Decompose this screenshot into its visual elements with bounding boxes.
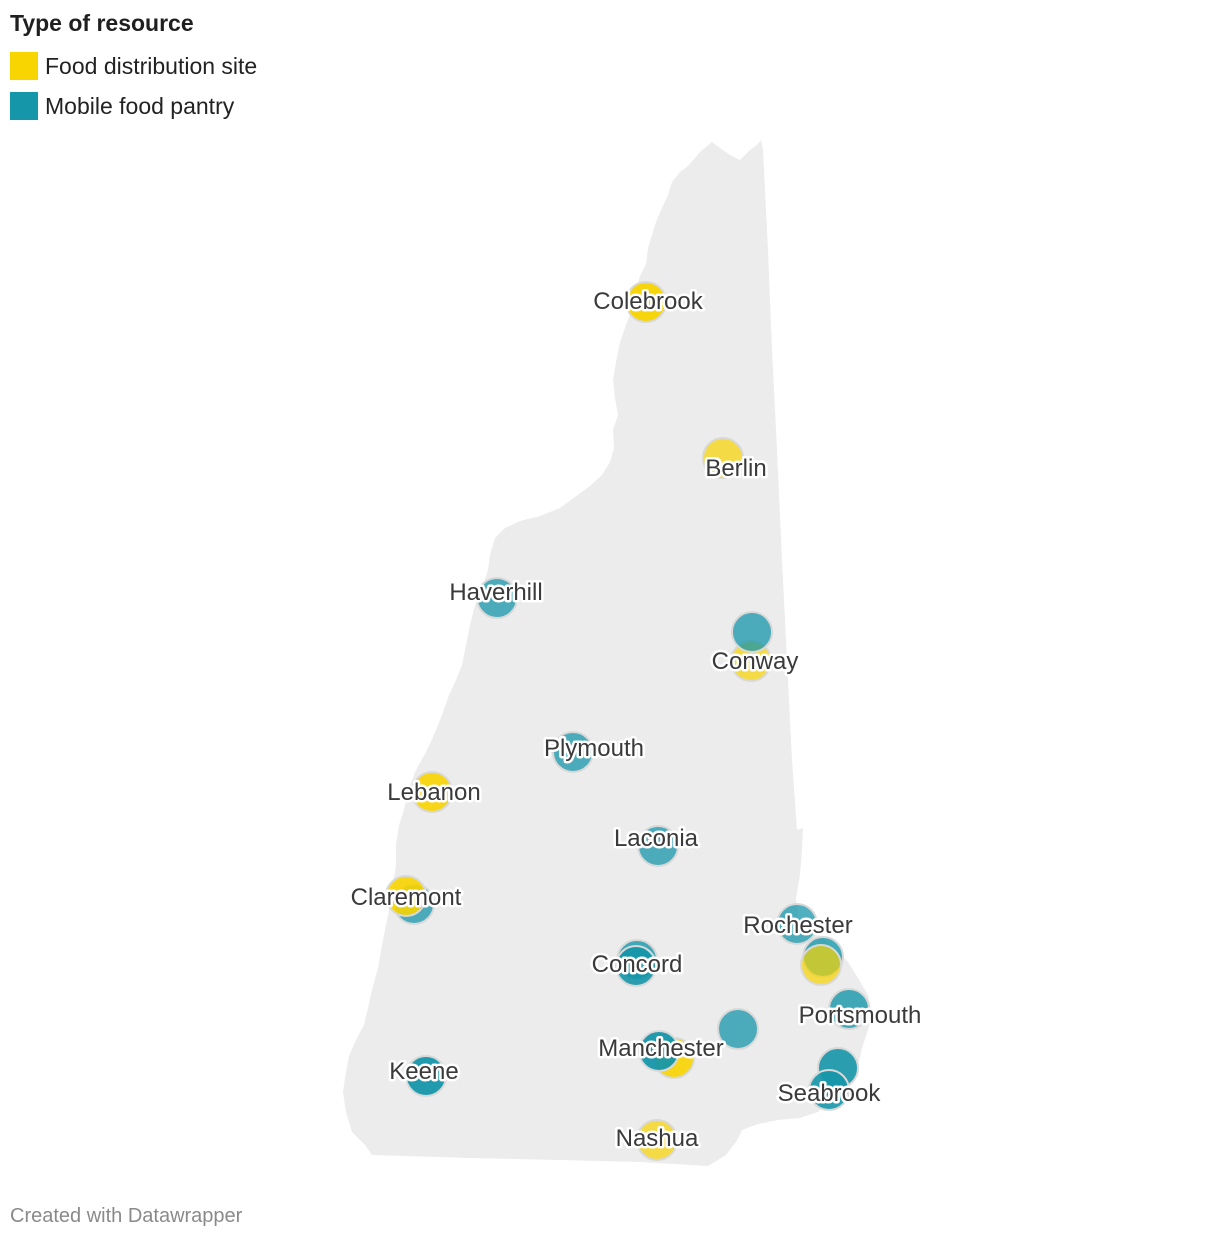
city-label-nashua: Nashua — [616, 1125, 699, 1152]
legend-title: Type of resource — [10, 10, 194, 36]
legend-item-mobile-pantry: Mobile food pantry — [10, 86, 257, 126]
marker-food-distribution[interactable] — [800, 944, 842, 986]
legend-label-food-distribution: Food distribution site — [45, 52, 258, 79]
city-label-plymouth: Plymouth — [544, 735, 644, 762]
marker-mobile-pantry[interactable] — [776, 903, 818, 945]
marker-mobile-pantry[interactable] — [808, 1069, 850, 1111]
city-label-colebrook: Colebrook — [593, 288, 703, 315]
label-layer: Colebrook Berlin Haverhill Conway Plymou… — [348, 286, 924, 1155]
legend-item-food-distribution: Food distribution site — [10, 46, 257, 86]
city-label-seabrook: Seabrook — [778, 1080, 882, 1107]
marker-food-distribution[interactable] — [702, 437, 744, 479]
city-label-berlin: Berlin — [705, 455, 766, 482]
marker-food-distribution[interactable] — [385, 875, 427, 917]
marker-mobile-pantry[interactable] — [731, 611, 773, 653]
marker-food-distribution[interactable] — [636, 1119, 678, 1161]
city-label-manchester: Manchester — [598, 1035, 723, 1062]
city-label-portsmouth: Portsmouth — [799, 1002, 922, 1029]
marker-layer — [385, 281, 870, 1161]
legend-swatch-mobile-pantry — [10, 92, 38, 120]
marker-mobile-pantry[interactable] — [476, 577, 518, 619]
city-label-conway: Conway — [712, 648, 799, 675]
marker-mobile-pantry[interactable] — [615, 945, 657, 987]
city-label-rochester: Rochester — [743, 912, 852, 939]
marker-mobile-pantry[interactable] — [828, 988, 870, 1030]
city-label-laconia: Laconia — [614, 825, 699, 852]
city-label-claremont: Claremont — [351, 884, 462, 911]
city-label-lebanon: Lebanon — [387, 779, 480, 806]
footer-credit: Created with Datawrapper — [10, 1205, 243, 1227]
marker-mobile-pantry[interactable] — [637, 825, 679, 867]
marker-food-distribution[interactable] — [625, 281, 667, 323]
marker-mobile-pantry[interactable] — [638, 1030, 680, 1072]
map-legend: Type of resource Food distribution site … — [10, 8, 257, 126]
marker-mobile-pantry[interactable] — [717, 1008, 759, 1050]
marker-mobile-pantry[interactable] — [405, 1055, 447, 1097]
city-label-concord: Concord — [592, 951, 683, 978]
state-outline — [343, 140, 872, 1166]
marker-mobile-pantry[interactable] — [552, 731, 594, 773]
city-label-keene: Keene — [389, 1058, 458, 1085]
legend-label-mobile-pantry: Mobile food pantry — [45, 92, 235, 119]
city-label-haverhill: Haverhill — [449, 579, 542, 606]
marker-food-distribution[interactable] — [411, 771, 453, 813]
legend-swatch-food-distribution — [10, 52, 38, 80]
